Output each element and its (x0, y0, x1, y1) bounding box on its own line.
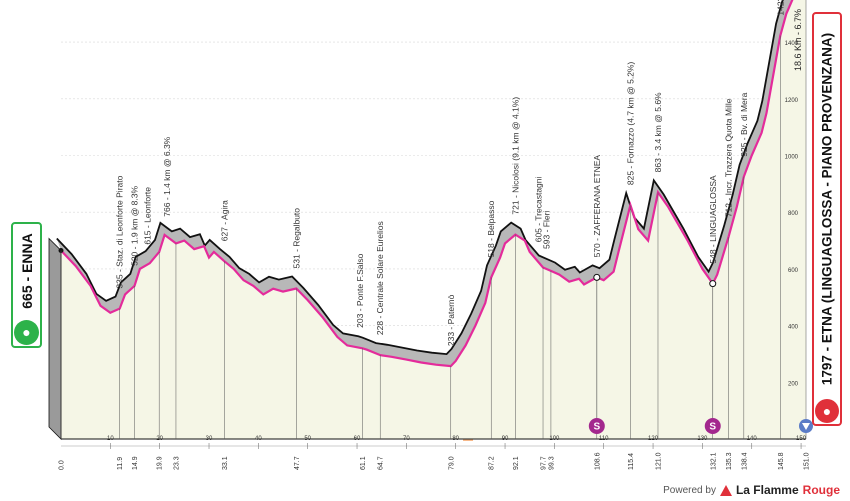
y-tick-label: 800 (788, 211, 799, 217)
profile-elevation-line (60, 0, 794, 368)
start-cyclist-icon: ● (14, 320, 39, 345)
profile-start-wall (48, 237, 62, 440)
x-tick-label: 130 (697, 436, 708, 442)
x-tick-label: 110 (599, 436, 609, 442)
sprint-badge-label: S (709, 422, 716, 433)
x-tick-label: 70 (403, 436, 410, 442)
annotation-label: 627 - Agira (219, 200, 229, 241)
km-marker-label: 61.1 (360, 456, 367, 470)
km-marker-label: 92.1 (513, 456, 520, 470)
annotation-label: 531 - Regalbuto (291, 208, 301, 269)
km-marker-label: 33.1 (222, 456, 229, 470)
annotation-label: 825 - Fornazzo (4.7 km @ 5.2%) (625, 62, 635, 186)
annotation-label: 548 - LINGUAGLOSSA (708, 175, 718, 264)
annotation-label: 766 - 1.4 km @ 6.3% (162, 136, 172, 216)
x-axis: 10 20 30 40 50 60 70 80 90 100 110 120 130 140 150 0.0 1… (59, 436, 811, 470)
annotation-label: 233 - Paternò (446, 294, 456, 346)
annotation-label: 335 - Staz. di Leonforte Pirato (115, 175, 125, 288)
x-tick-label: 60 (354, 436, 361, 442)
km-marker-label: 108.6 (594, 452, 601, 470)
sprint-badge-icon (588, 418, 605, 434)
sprint-badge-icon (704, 418, 721, 434)
x-tick-label: 90 (502, 436, 509, 442)
km-marker-label: 14.9 (132, 456, 139, 470)
brand-footer: Powered by La Flamme Rouge (663, 483, 840, 497)
annotation-label: 863 - 3.4 km @ 5.6% (653, 92, 663, 172)
x-tick-label: 20 (156, 436, 163, 442)
annotation-label: 721 - Nicolosi (9.1 km @ 4.1%) (510, 97, 520, 215)
km-marker-label: 151.0 (804, 452, 811, 470)
km-marker-label: 97.7 (541, 456, 548, 470)
y-tick-label: 1200 (785, 98, 799, 104)
km-marker-label: 19.9 (157, 456, 164, 470)
km-marker-label: 132.1 (710, 452, 717, 470)
powered-by-text: Powered by (663, 484, 716, 496)
annotation-label: 228 - Centrale Solare Eurelios (375, 221, 385, 335)
finish-arrow-icon (799, 419, 813, 433)
finish-box: 1797 - ETNA (LINGUAGLOSSA - PIANO PROVEN… (812, 12, 842, 426)
annotation-label: 518 - Belpasso (486, 200, 496, 257)
km-marker-label: 99.3 (548, 456, 555, 470)
x-tick-label: 10 (107, 436, 114, 442)
y-tick-label: 600 (788, 268, 799, 274)
km-marker-label: 79.0 (448, 456, 455, 470)
annotation-label: 593 - Fleri (541, 211, 551, 249)
annotation-label: 712 - Incr. Trazzera Quota Mille (724, 98, 734, 217)
profile-ridge-line (56, 0, 784, 356)
flame-logo-icon (719, 484, 732, 496)
km-marker-label: 135.3 (726, 452, 733, 470)
annotation-label: 925 - Bv. di Mera (739, 92, 749, 156)
finish-climb-label: 18.6 Km - 6.7% (793, 8, 803, 72)
sprint-badge-label: S (593, 422, 600, 433)
sprint-dot (593, 273, 601, 281)
profile-relief (56, 0, 793, 367)
annotation-label: 203 - Ponte F.Salso (355, 253, 365, 327)
y-tick-label: 1000 (785, 155, 799, 161)
km-marker-label: 47.7 (294, 456, 301, 470)
brand-name: La Flamme (735, 483, 799, 497)
x-tick-label: 80 (452, 436, 459, 442)
profile-fill (61, 0, 806, 439)
finish-cyclist-icon: ● (815, 399, 839, 423)
km-marker-label: 64.7 (378, 456, 385, 470)
profile-area (48, 0, 806, 440)
x-tick-label: 150 (796, 436, 807, 442)
x-tick-label: 100 (549, 436, 560, 442)
finish-label: 1797 - ETNA (LINGUAGLOSSA - PIANO PROVEN… (819, 32, 835, 386)
x-tick-label: 40 (255, 436, 262, 442)
annotation-label: 605 - Trecastagni (534, 176, 544, 242)
annotation-label: 570 - ZAFFERANA ETNEA (592, 155, 602, 258)
x-tick-label: 30 (206, 436, 213, 442)
start-box: 665 - ENNA ● (11, 222, 42, 348)
y-tick-label: 200 (788, 381, 799, 387)
y-tick-label: 400 (788, 325, 799, 331)
y-tick-label: 1400 (785, 41, 799, 47)
km-marker-label: 115.4 (628, 453, 635, 470)
annotation-label: 1423 - 13.4 km @ 6.5% (775, 0, 785, 16)
x-tick-label: 50 (304, 436, 311, 442)
km-marker-label: 138.4 (741, 452, 748, 470)
y-tick-labels: 200 400 600 800 1000 1200 1400 (785, 41, 799, 387)
sprint-dot (709, 280, 717, 288)
annotation-label: 520 - 1.9 km @ 8.3% (130, 185, 140, 265)
start-label: 665 - ENNA (18, 233, 35, 309)
annotation-label: 615 - Leonforte (142, 187, 152, 245)
km-marker-label: 11.9 (117, 457, 124, 470)
km-marker-label: 23.3 (173, 456, 180, 470)
x-tick-label: 120 (648, 436, 659, 442)
km-marker-label: 121.0 (655, 452, 662, 470)
km-marker-label: 145.8 (778, 452, 785, 470)
brand-name-red: Rouge (802, 483, 840, 497)
km-marker-label: 87.2 (489, 456, 496, 470)
km-marker-label: 0.0 (59, 460, 66, 470)
annotation-labels: 335 - Staz. di Leonforte Pirato 520 - 1.9… (115, 0, 786, 346)
x-tick-label: 140 (747, 436, 758, 442)
